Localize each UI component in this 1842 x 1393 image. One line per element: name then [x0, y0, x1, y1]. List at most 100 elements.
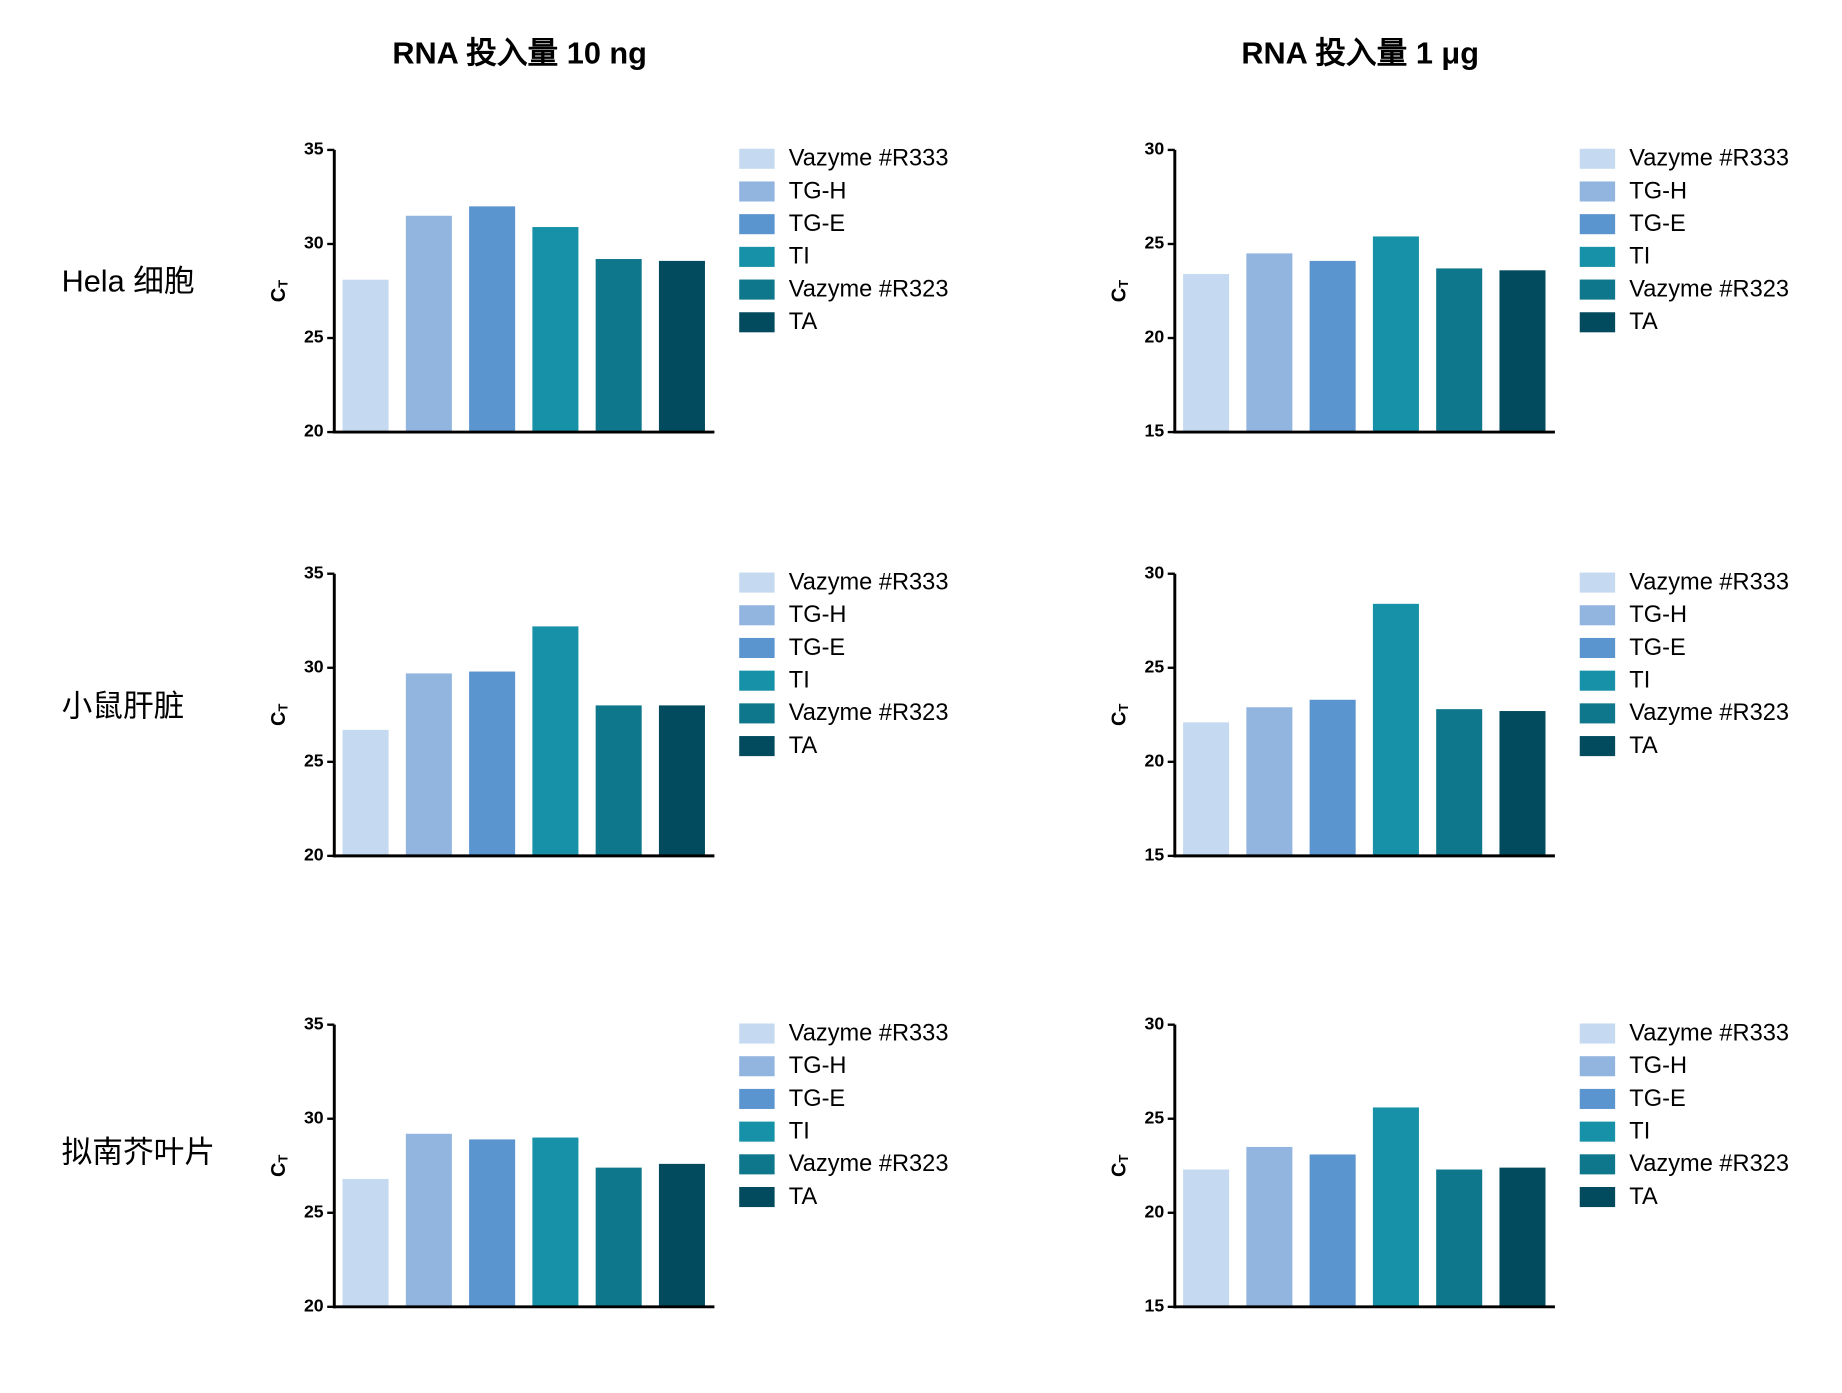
- legend-label: Vazyme #R323: [789, 276, 949, 302]
- legend-label: TI: [789, 668, 810, 694]
- legend-swatch: [739, 1187, 775, 1208]
- legend-swatch: [739, 1154, 775, 1175]
- legend-swatch: [739, 736, 775, 757]
- bar: [1309, 1154, 1356, 1307]
- legend-label: TA: [789, 733, 818, 759]
- legend-swatch: [1579, 312, 1616, 333]
- legend-label: TG-H: [789, 1053, 847, 1079]
- bar: [658, 705, 705, 856]
- row-label: 拟南芥叶片: [62, 1135, 215, 1170]
- y-tick-label: 30: [1144, 139, 1164, 159]
- bar: [1246, 707, 1293, 856]
- legend-swatch: [739, 1023, 775, 1044]
- legend-label: TG-H: [1629, 1053, 1687, 1079]
- legend-label: TI: [789, 244, 810, 270]
- legend-swatch: [1579, 181, 1616, 202]
- bar: [1246, 1146, 1293, 1307]
- legend-swatch: [739, 148, 775, 169]
- y-tick-label: 20: [304, 421, 324, 441]
- y-axis-label-sub: T: [276, 1154, 291, 1162]
- legend-swatch: [1579, 572, 1616, 593]
- bar: [469, 1139, 516, 1307]
- legend-label: TA: [789, 1184, 818, 1210]
- legend-label: TA: [1629, 733, 1658, 759]
- legend-swatch: [1579, 1088, 1616, 1109]
- chart: 15 20 25 30 CT Vazyme #R333 TG-H TG-E TI Vazyme #…: [1109, 562, 1789, 864]
- bar: [342, 1178, 389, 1307]
- legend-label: Vazyme #R333: [1629, 146, 1789, 172]
- y-tick-label: 30: [304, 233, 324, 253]
- y-axis-label-sub: T: [276, 280, 291, 288]
- bar: [1183, 1169, 1230, 1307]
- y-axis-label-main: C: [268, 712, 290, 726]
- column-title: RNA 投入量 10 ng: [392, 36, 647, 71]
- legend-label: TI: [1629, 1118, 1650, 1144]
- bar: [595, 705, 642, 856]
- y-tick-label: 25: [1144, 233, 1164, 253]
- bar: [469, 206, 516, 433]
- legend-swatch: [739, 605, 775, 626]
- bar: [342, 729, 389, 856]
- bar: [1499, 1167, 1546, 1307]
- bar: [405, 673, 452, 856]
- legend-label: TG-E: [789, 1086, 845, 1112]
- chart: 15 20 25 30 CT Vazyme #R333 TG-H TG-E TI Vazyme #…: [1109, 1013, 1789, 1315]
- legend-swatch: [1579, 214, 1616, 235]
- bar: [532, 227, 579, 433]
- legend-swatch: [1579, 148, 1616, 169]
- y-axis-label: CT: [268, 280, 291, 302]
- y-tick-label: 25: [1144, 1107, 1164, 1127]
- y-axis-label-main: C: [1109, 288, 1131, 302]
- chart: 20 25 30 35 CT Vazyme #R333 TG-H TG-E TI Vazyme #…: [268, 1013, 948, 1315]
- column-title: RNA 投入量 1 μg: [1241, 36, 1479, 71]
- legend-swatch: [1579, 1154, 1616, 1175]
- bar: [595, 259, 642, 433]
- y-tick-label: 35: [304, 139, 324, 159]
- legend-label: Vazyme #R323: [1629, 700, 1789, 726]
- legend-label: Vazyme #R323: [789, 1151, 949, 1177]
- y-axis-label: CT: [1109, 704, 1132, 726]
- row-label: Hela 细胞: [62, 263, 195, 298]
- legend-swatch: [739, 1088, 775, 1109]
- y-axis-label-main: C: [1109, 712, 1131, 726]
- legend-swatch: [1579, 736, 1616, 757]
- y-tick-label: 25: [1144, 656, 1164, 676]
- bar: [1246, 253, 1293, 433]
- bar: [1436, 709, 1483, 856]
- y-tick-label: 25: [304, 327, 324, 347]
- legend-swatch: [739, 181, 775, 202]
- bar: [469, 671, 516, 856]
- legend-swatch: [1579, 703, 1616, 724]
- y-axis-label-main: C: [268, 1162, 290, 1176]
- bar: [1183, 274, 1230, 433]
- y-axis-label-sub: T: [1117, 704, 1132, 712]
- bar: [1499, 270, 1546, 433]
- legend-swatch: [739, 312, 775, 333]
- legend-label: TG-E: [1629, 1086, 1685, 1112]
- y-axis-label-main: C: [1109, 1162, 1131, 1176]
- y-axis-label-sub: T: [1117, 280, 1132, 288]
- bar: [1372, 603, 1419, 856]
- chart: 15 20 25 30 CT Vazyme #R333 TG-H TG-E TI Vazyme #…: [1109, 139, 1789, 441]
- y-axis-label: CT: [268, 704, 291, 726]
- y-tick-label: 15: [1144, 845, 1164, 865]
- legend-label: Vazyme #R323: [789, 700, 949, 726]
- legend-swatch: [739, 1056, 775, 1077]
- y-tick-label: 30: [1144, 562, 1164, 582]
- legend-swatch: [1579, 1121, 1616, 1142]
- y-tick-label: 15: [1144, 421, 1164, 441]
- legend-swatch: [1579, 246, 1616, 267]
- bar: [1436, 268, 1483, 433]
- legend-label: TI: [1629, 244, 1650, 270]
- y-tick-label: 35: [304, 562, 324, 582]
- legend-label: Vazyme #R333: [1629, 569, 1789, 595]
- chart: 20 25 30 35 CT Vazyme #R333 TG-H TG-E TI Vazyme #…: [268, 139, 948, 441]
- legend-label: TG-H: [789, 178, 847, 204]
- bar: [658, 260, 705, 433]
- bar: [1436, 1169, 1483, 1307]
- legend-label: Vazyme #R333: [1629, 1020, 1789, 1046]
- legend-swatch: [739, 670, 775, 691]
- legend-label: TA: [1629, 309, 1658, 335]
- legend-swatch: [739, 246, 775, 267]
